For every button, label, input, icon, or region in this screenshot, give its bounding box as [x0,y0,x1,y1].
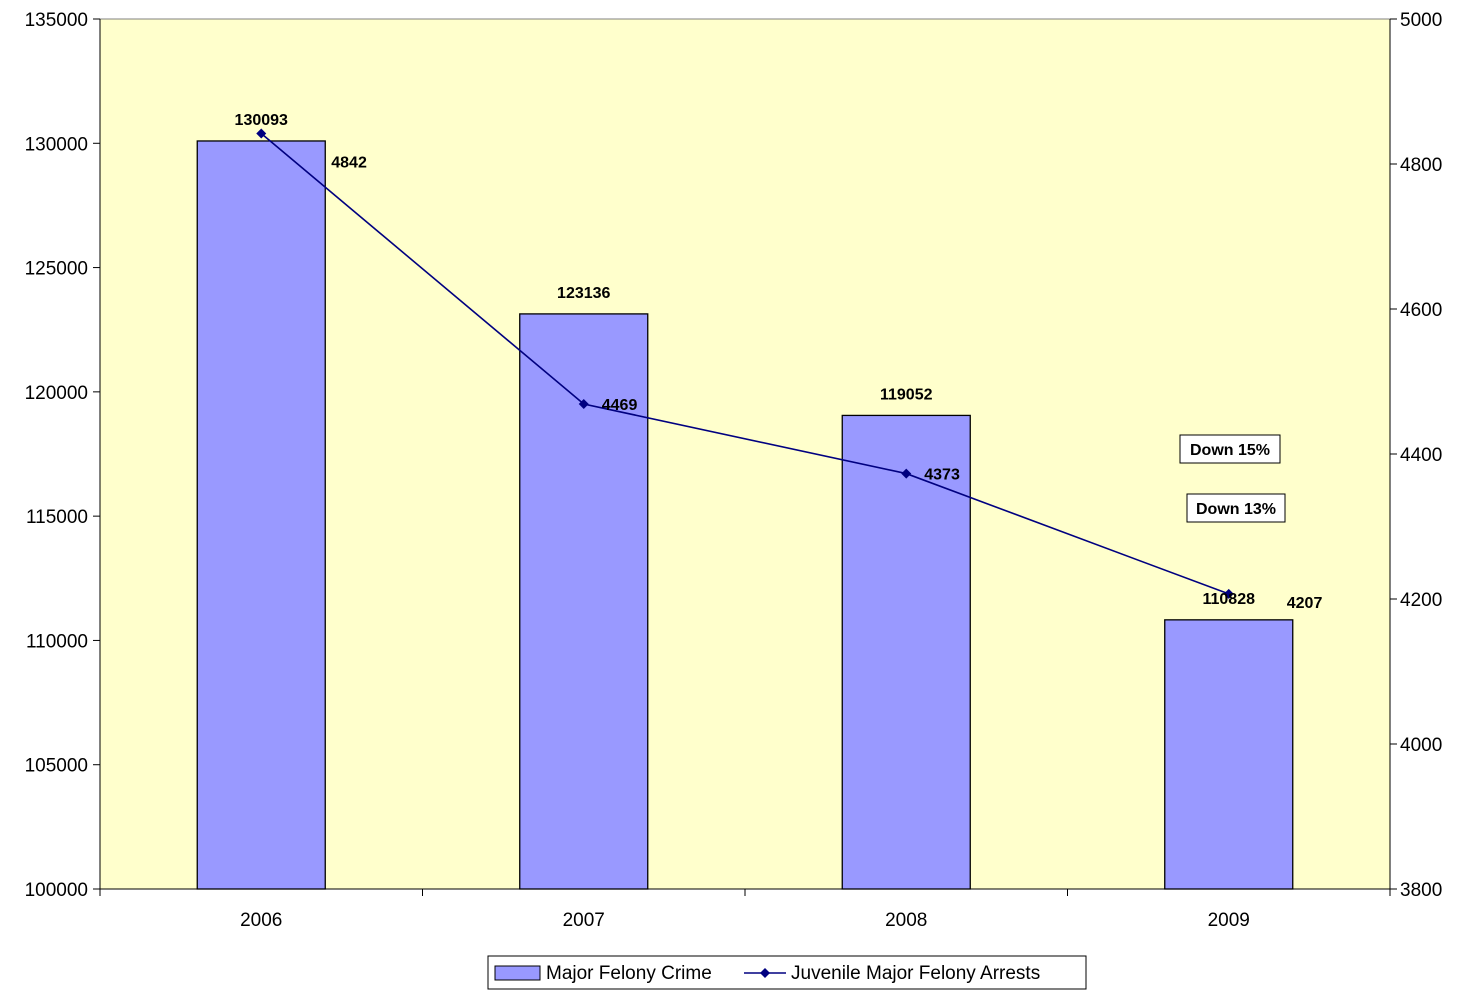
legend: Major Felony Crime Juvenile Major Felony … [487,955,1087,990]
axes-layer: 100000 105000 110000 115000 120000 125000 1300… [25,10,1443,931]
right-tick-label: 4200 [1400,590,1442,611]
bar-2009 [1164,619,1294,890]
legend-swatch-bar [494,965,541,981]
left-tick-label: 120000 [25,383,88,404]
bar-value-label: 119052 [880,386,933,403]
bars-layer [196,140,1294,890]
bar-2007 [519,313,649,890]
callout-box [1179,434,1281,464]
arrests-line [260,132,1230,595]
x-tick-label: 2009 [1208,910,1250,931]
line-value-label: 4469 [602,397,638,414]
bar-value-label: 110828 [1202,591,1255,608]
right-tick-label: 3800 [1400,880,1442,901]
right-tick-label: 4000 [1400,735,1442,756]
callout-box [1186,493,1286,523]
left-tick-label: 100000 [25,880,88,901]
callout-text: Down 13% [1196,501,1276,518]
arrests-point-2006 [256,128,267,139]
arrests-point-2009 [1223,588,1234,599]
left-tick-label: 110000 [26,631,88,652]
arrests-point-2008 [901,468,912,479]
left-tick-label: 105000 [25,756,88,777]
bar-value-label: 130093 [235,112,288,129]
bar-2008 [841,414,971,890]
bar-2006 [196,140,326,890]
data-labels-layer: 130093 123136 119052 110828 4842 4469 4373 4207 [235,112,1323,612]
x-tick-label: 2008 [885,910,927,931]
left-tick-label: 130000 [25,134,88,155]
line-value-label: 4373 [924,467,960,484]
left-tick-label: 115000 [26,507,88,528]
legend-label-bar: Major Felony Crime [546,963,712,984]
x-tick-label: 2007 [563,910,605,931]
line-layer [256,128,1234,599]
callout-text: Down 15% [1190,442,1270,459]
right-tick-label: 4800 [1400,155,1442,176]
left-tick-label: 125000 [25,259,88,280]
legend-swatch-marker [760,968,770,978]
arrests-point-2007 [578,398,589,409]
right-tick-label: 4400 [1400,445,1442,466]
left-tick-label: 135000 [25,10,88,31]
line-value-label: 4207 [1287,595,1323,612]
legend-box [487,955,1087,990]
callouts-layer: Down 15% Down 13% [1179,434,1286,523]
bar-value-label: 123136 [557,285,610,302]
x-tick-label: 2006 [240,910,282,931]
right-tick-label: 5000 [1400,10,1442,31]
right-tick-label: 4600 [1400,300,1442,321]
line-value-label: 4842 [331,155,367,172]
legend-label-line: Juvenile Major Felony Arrests [791,963,1040,984]
